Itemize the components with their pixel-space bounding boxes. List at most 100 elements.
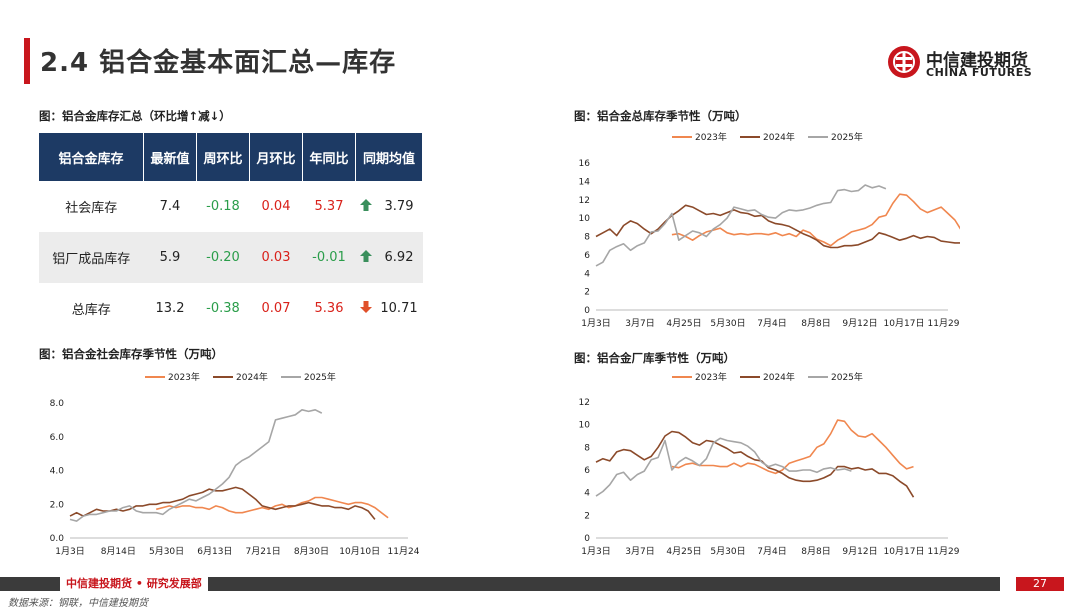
legend-label: 2024年 [236, 371, 268, 383]
x-tick-label: 7月4日 [757, 546, 786, 557]
row-avg: 6.92 [375, 232, 423, 283]
row-mom: 0.07 [261, 301, 291, 316]
x-tick-label: 11月29日 [928, 318, 960, 329]
legend-label: 2024年 [763, 131, 795, 143]
series-line-2023年 [671, 419, 914, 475]
arrow-down-icon [359, 300, 372, 313]
inventory-summary-table: 铝合金库存 最新值 周环比 月环比 年同比 同期均值 社会库存 7.4 -0.1… [39, 133, 423, 334]
y-tick-label: 4 [584, 489, 590, 499]
row-trend [355, 232, 376, 283]
series-line-2024年 [595, 430, 915, 498]
title-accent-bar [24, 38, 30, 84]
row-latest: 7.4 [159, 199, 181, 214]
row-name: 社会库存 [65, 201, 118, 216]
row-wow: -0.18 [206, 199, 240, 214]
header-category: 铝合金库存 [39, 133, 144, 181]
table-header-row: 铝合金库存 最新值 周环比 月环比 年同比 同期均值 [39, 133, 423, 181]
table-row: 总库存 13.2 -0.38 0.07 5.36 10.71 [39, 283, 423, 334]
legend-label: 2023年 [695, 131, 727, 143]
y-tick-label: 10 [579, 421, 591, 431]
row-avg: 10.71 [380, 301, 418, 316]
x-tick-label: 1月3日 [581, 318, 610, 329]
x-tick-label: 3月7日 [625, 546, 654, 557]
header-mom: 月环比 [249, 133, 303, 181]
row-yoy: 5.36 [314, 301, 344, 316]
y-tick-label: 4.0 [50, 467, 65, 477]
logo-text-en: CHINA FUTURES [926, 66, 1033, 79]
legend-label: 2025年 [831, 131, 863, 143]
y-tick-label: 8 [584, 233, 590, 243]
row-avg: 3.79 [384, 199, 414, 214]
x-tick-label: 8月14日 [101, 546, 136, 557]
legend-label: 2023年 [168, 371, 200, 383]
legend-label: 2024年 [763, 371, 795, 383]
x-tick-label: 9月12日 [842, 546, 877, 557]
y-tick-label: 0.0 [50, 534, 65, 544]
row-name: 总库存 [71, 303, 111, 318]
data-source: 数据来源：钢联，中信建投期货 [8, 598, 148, 609]
factory-inventory-chart: 0 2 4 6 8 10 12 1月3日 3月7日 4月25日 5月30日 7月4日 8月8日 9月12日… [579, 371, 960, 557]
row-latest: 5.9 [143, 232, 197, 283]
row-trend [356, 283, 376, 334]
chart-title-total: 图：铝合金总库存季节性（万吨） [574, 109, 747, 123]
company-logo: 中信建投期货 CHINA FUTURES [886, 44, 1056, 84]
logo-mark-icon [888, 46, 920, 78]
y-tick-label: 0 [584, 534, 590, 544]
row-latest: 13.2 [155, 301, 185, 316]
arrow-up-icon [359, 198, 372, 211]
x-tick-label: 5月30日 [710, 546, 745, 557]
row-name: 铝厂成品库存 [39, 232, 144, 283]
y-tick-label: 4 [584, 269, 590, 279]
table-row: 铝厂成品库存 5.9 -0.20 0.03 -0.01 6.92 [39, 232, 423, 283]
legend-label: 2023年 [695, 371, 727, 383]
row-trend [356, 181, 376, 232]
x-tick-label: 7月4日 [757, 318, 786, 329]
page-number: 27 [1016, 577, 1064, 591]
series-line-2024年 [595, 204, 960, 249]
arrow-up-icon [359, 249, 372, 262]
header-avg: 同期均值 [355, 133, 423, 181]
x-tick-label: 10月17日 [884, 546, 925, 557]
chart-title-social: 图：铝合金社会库存季节性（万吨） [39, 347, 223, 361]
x-tick-label: 7月21日 [246, 546, 281, 557]
x-tick-label: 10月10日 [339, 546, 380, 557]
series-line-2024年 [69, 486, 376, 520]
legend-label: 2025年 [304, 371, 336, 383]
series-line-2023年 [156, 496, 389, 519]
x-tick-label: 5月30日 [710, 318, 745, 329]
y-tick-label: 6 [584, 466, 590, 476]
x-tick-label: 1月3日 [55, 546, 84, 557]
y-tick-label: 6.0 [50, 433, 65, 443]
x-tick-label: 8月8日 [801, 318, 830, 329]
series-line-2023年 [671, 193, 960, 247]
row-wow: -0.20 [196, 232, 250, 283]
x-tick-label: 11月29日 [928, 546, 960, 557]
y-tick-label: 8.0 [50, 399, 65, 409]
header-wow: 周环比 [196, 133, 250, 181]
y-tick-label: 14 [579, 177, 591, 187]
y-tick-label: 2 [584, 511, 590, 521]
social-inventory-chart: 0.0 2.0 4.0 6.0 8.0 1月3日 8月14日 5月30日 6月13日 7月21日 8… [50, 371, 420, 557]
x-tick-label: 4月25日 [666, 546, 701, 557]
logo-text-cn: 中信建投期货 [926, 51, 1028, 71]
row-yoy: 5.37 [314, 199, 344, 214]
x-tick-label: 8月8日 [801, 546, 830, 557]
x-tick-label: 5月30日 [149, 546, 184, 557]
total-inventory-chart: 0 2 4 6 8 10 12 14 16 1月3日 3月7日 4月25日 5月30日 7月4日 8月8日 9… [579, 131, 960, 329]
y-tick-label: 12 [579, 398, 590, 408]
y-tick-label: 2.0 [50, 500, 65, 510]
y-tick-label: 2 [584, 288, 590, 298]
row-wow: -0.38 [206, 301, 240, 316]
series-line-2025年 [595, 184, 887, 267]
footer-bar [0, 577, 1000, 591]
y-tick-label: 10 [579, 214, 591, 224]
table-row: 社会库存 7.4 -0.18 0.04 5.37 3.79 [39, 181, 423, 232]
legend-label: 2025年 [831, 371, 863, 383]
row-mom: 0.04 [261, 199, 291, 214]
row-yoy: -0.01 [302, 232, 356, 283]
y-tick-label: 16 [579, 159, 591, 169]
table-caption: 图：铝合金库存汇总（环比增↑减↓） [39, 109, 231, 123]
x-tick-label: 9月12日 [842, 318, 877, 329]
y-tick-label: 0 [584, 306, 590, 316]
y-tick-label: 6 [584, 251, 590, 261]
